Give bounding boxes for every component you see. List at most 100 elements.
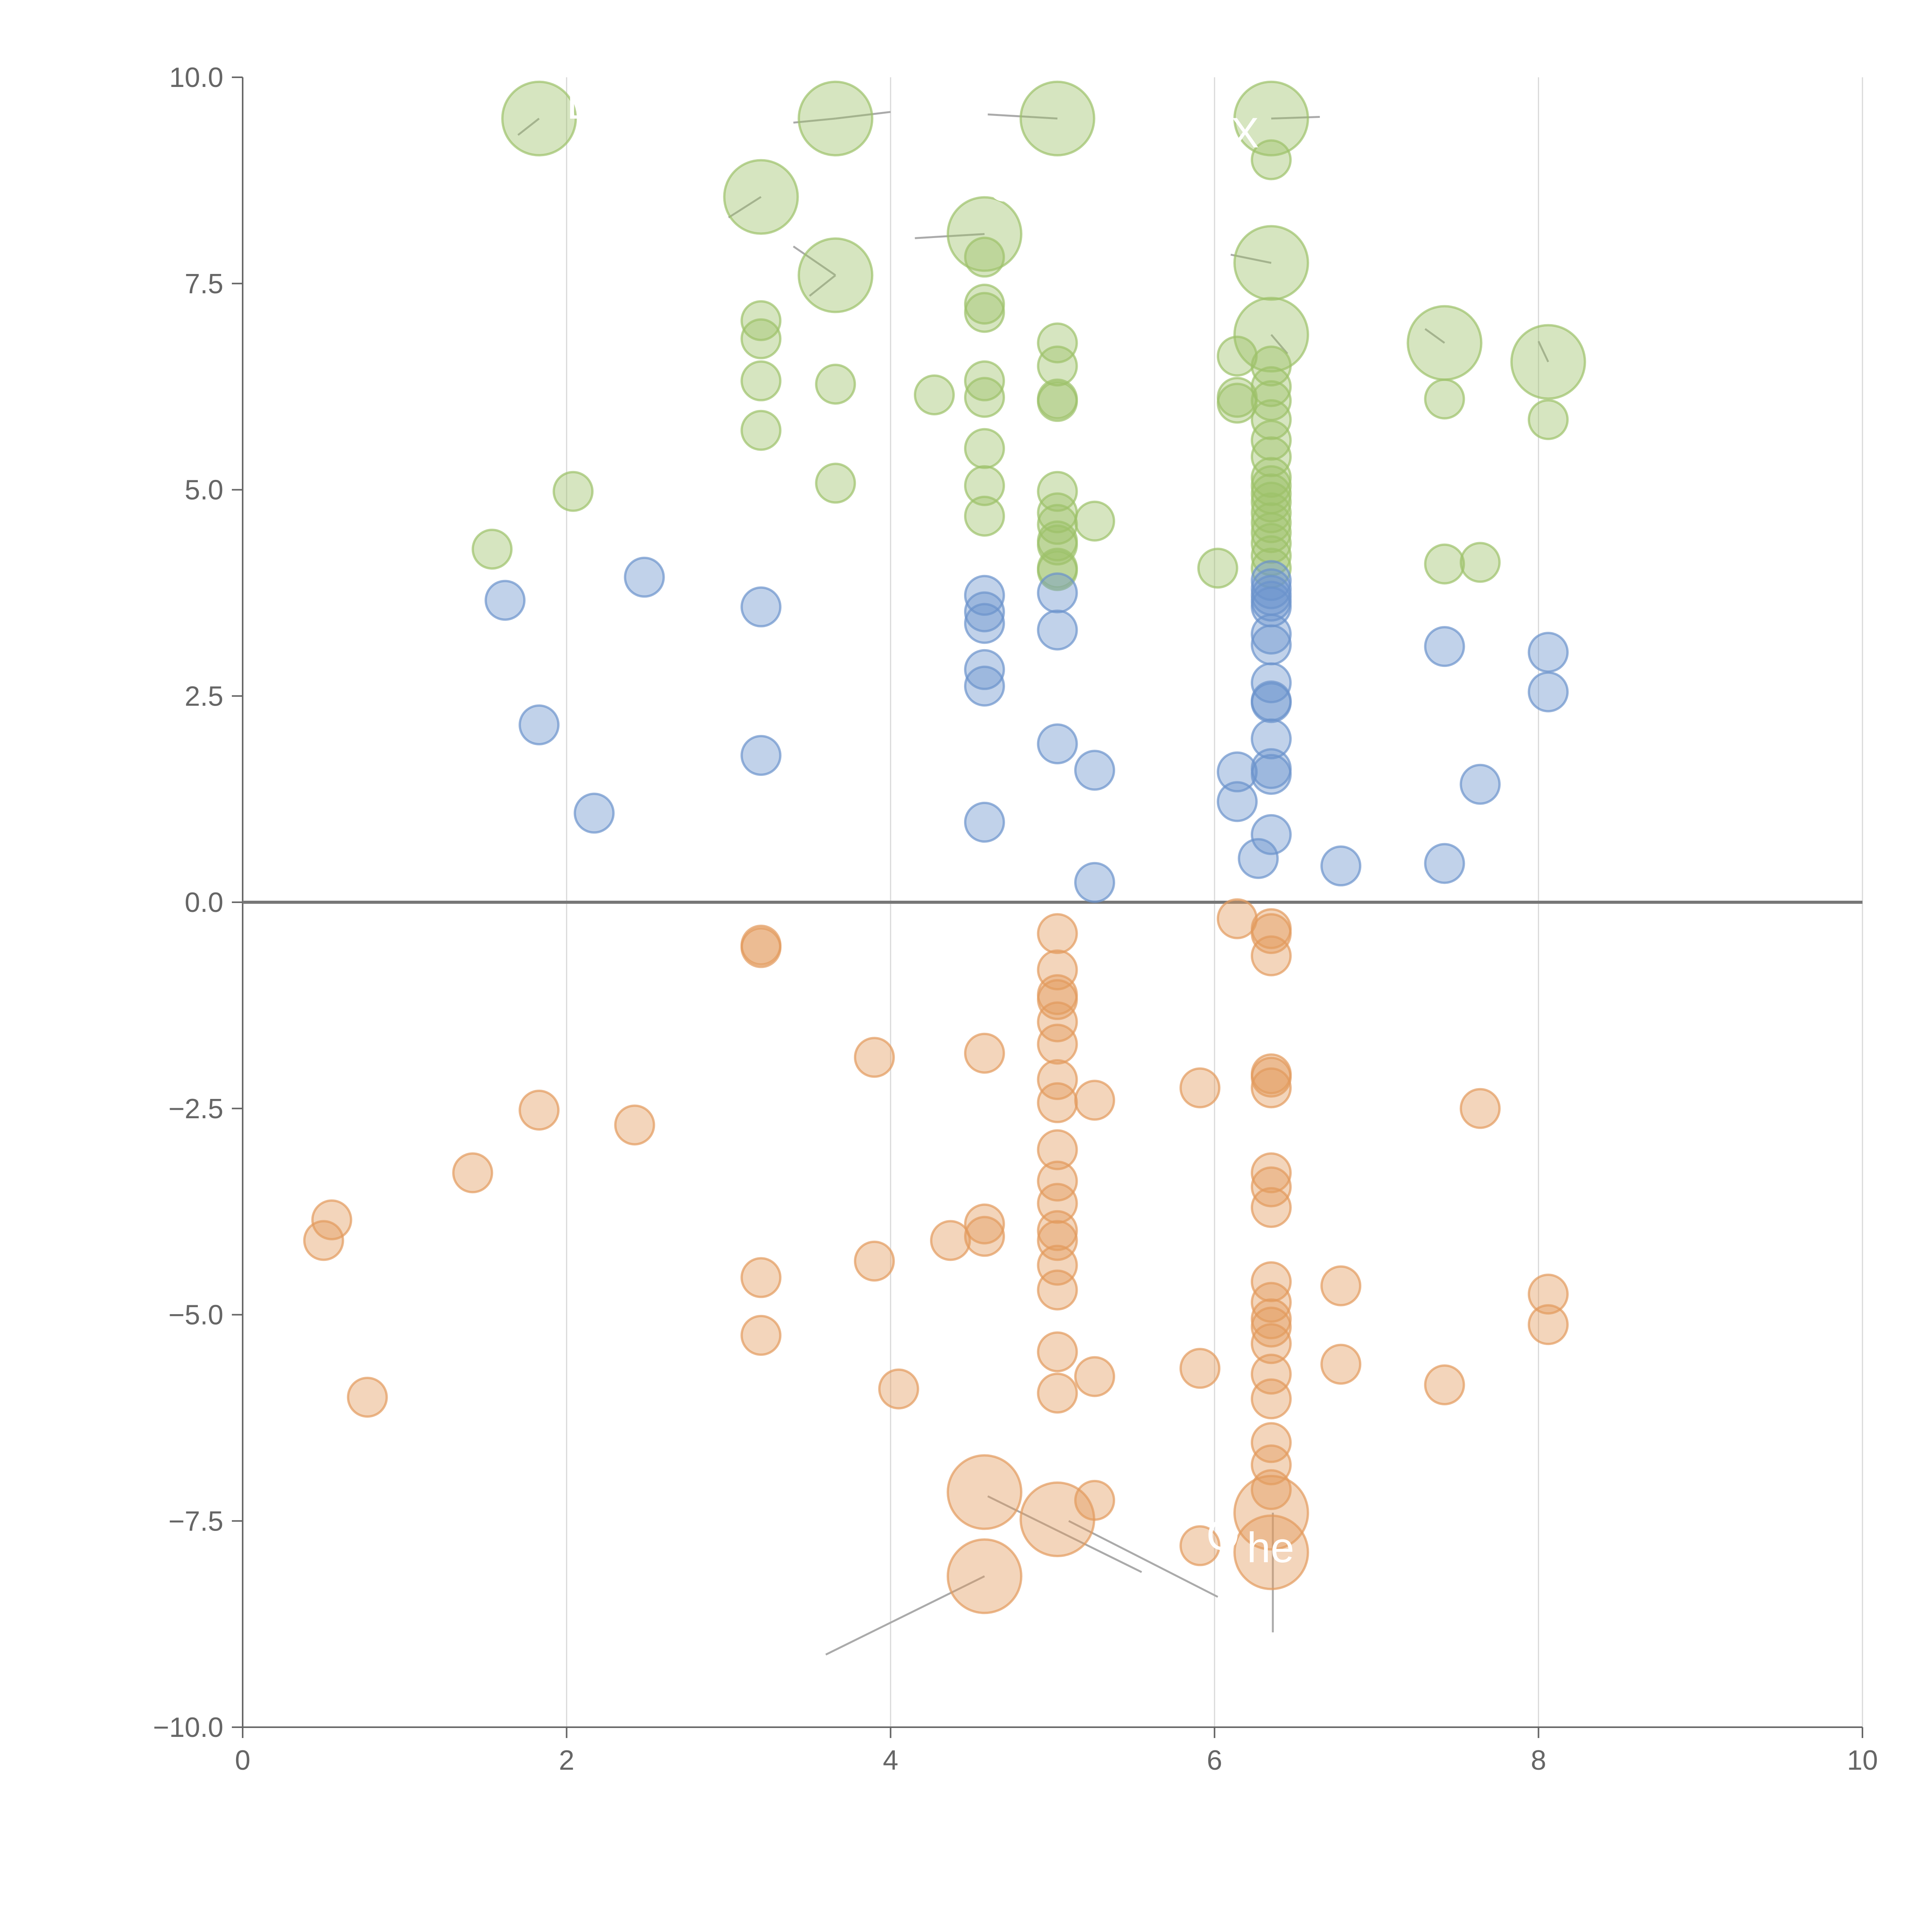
bubble-orange[interactable] [878,1368,919,1410]
bubble-blue[interactable] [1424,843,1465,884]
bubble-blue[interactable] [1527,632,1569,673]
bubble-green[interactable] [1250,481,1292,523]
bubble-green[interactable] [1250,366,1292,407]
bubble-green-large[interactable] [1406,305,1483,381]
bubble-blue[interactable] [1250,718,1292,760]
bubble-green-large[interactable] [946,196,1022,272]
bubble-green[interactable] [740,318,782,359]
bubble-orange[interactable] [1179,1348,1221,1389]
bubble-green[interactable] [1250,523,1292,564]
bubble-orange-large[interactable] [1019,1481,1095,1557]
bubble-orange-large[interactable] [946,1538,1022,1614]
bubble-orange[interactable] [1037,1160,1078,1202]
bubble-green[interactable] [1527,399,1569,440]
bubble-green[interactable] [740,300,782,341]
bubble-blue[interactable] [573,793,615,834]
bubble-orange[interactable] [1250,1067,1292,1109]
bubble-blue[interactable] [1527,671,1569,713]
bubble-orange[interactable] [1074,1080,1115,1121]
bubble-blue[interactable] [1250,624,1292,665]
bubble-blue[interactable] [1250,614,1292,655]
bubble-orange[interactable] [614,1104,655,1146]
bubble-orange[interactable] [1320,1344,1362,1385]
bubble-green[interactable] [964,236,1005,278]
bubble-orange[interactable] [854,1037,895,1078]
bubble-blue[interactable] [740,586,782,628]
bubble-green[interactable] [1424,378,1465,420]
bubble-orange[interactable] [1216,898,1258,939]
bubble-blue[interactable] [964,603,1005,644]
bubble-orange-large[interactable] [946,1454,1022,1530]
bubble-orange[interactable] [1037,1024,1078,1065]
bubble-orange[interactable] [1037,1082,1078,1123]
bubble-green[interactable] [1037,471,1078,512]
bubble-orange[interactable] [303,1220,344,1261]
bubble-orange[interactable] [1037,1269,1078,1311]
bubble-green-large[interactable] [1233,225,1309,301]
bubble-orange[interactable] [1037,1129,1078,1170]
bubble-green[interactable] [1250,139,1292,180]
bubble-green[interactable] [964,360,1005,401]
bubble-orange[interactable] [740,1257,782,1298]
bubble-green[interactable] [1037,322,1078,364]
bubble-orange[interactable] [1459,1088,1501,1129]
bubble-blue[interactable] [1037,572,1078,614]
bubble-blue[interactable] [485,580,526,621]
bubble-orange[interactable] [1250,1166,1292,1208]
bubble-blue[interactable] [1037,609,1078,651]
bubble-green-large[interactable] [1233,297,1309,373]
bubble-orange-large[interactable] [1233,1475,1309,1551]
bubble-green[interactable] [1216,335,1258,377]
bubble-green[interactable] [1037,550,1078,591]
bubble-green-large[interactable] [501,80,577,156]
bubble-blue[interactable] [1250,814,1292,855]
bubble-orange[interactable] [740,1315,782,1356]
bubble-orange[interactable] [1037,949,1078,991]
bubble-orange[interactable] [1179,1525,1221,1566]
bubble-orange[interactable] [1037,979,1078,1020]
bubble-green[interactable] [553,471,594,512]
bubble-green[interactable] [964,495,1005,537]
bubble-green[interactable] [1250,436,1292,478]
bubble-orange[interactable] [1250,1306,1292,1348]
bubble-green[interactable] [1250,420,1292,461]
bubble-orange[interactable] [1250,1469,1292,1510]
bubble-blue[interactable] [964,665,1005,707]
bubble-orange[interactable] [1250,1444,1292,1486]
bubble-orange[interactable] [930,1220,971,1261]
bubble-green[interactable] [1250,502,1292,543]
bubble-orange[interactable] [964,1203,1005,1245]
bubble-blue[interactable] [1424,626,1465,667]
bubble-orange[interactable] [452,1152,493,1194]
bubble-orange[interactable] [1037,1210,1078,1251]
bubble-blue[interactable] [1459,764,1501,805]
bubble-green[interactable] [1459,542,1501,583]
bubble-green[interactable] [1037,345,1078,387]
bubble-blue[interactable] [964,591,1005,633]
bubble-orange[interactable] [1037,1059,1078,1100]
bubble-green-large[interactable] [1510,324,1586,400]
bubble-blue[interactable] [1216,781,1258,822]
bubble-blue[interactable] [1250,754,1292,795]
bubble-orange[interactable] [854,1240,895,1282]
bubble-green[interactable] [471,529,513,570]
bubble-orange[interactable] [1250,1354,1292,1395]
bubble-orange[interactable] [1250,1261,1292,1303]
bubble-green[interactable] [1074,500,1115,542]
bubble-green[interactable] [913,374,955,415]
bubble-orange[interactable] [1179,1067,1221,1109]
bubble-green-large[interactable] [1019,80,1095,156]
bubble-blue[interactable] [964,801,1005,843]
bubble-orange[interactable] [311,1199,352,1240]
bubble-orange[interactable] [1320,1265,1362,1306]
bubble-green[interactable] [1197,548,1238,589]
bubble-green[interactable] [740,360,782,401]
bubble-green[interactable] [1216,383,1258,424]
bubble-green[interactable] [964,292,1005,333]
bubble-orange[interactable] [1527,1304,1569,1345]
bubble-blue[interactable] [1074,750,1115,791]
bubble-orange[interactable] [1037,1372,1078,1414]
bubble-orange[interactable] [1250,1282,1292,1323]
bubble-green[interactable] [815,463,856,504]
bubble-green[interactable] [964,428,1005,469]
